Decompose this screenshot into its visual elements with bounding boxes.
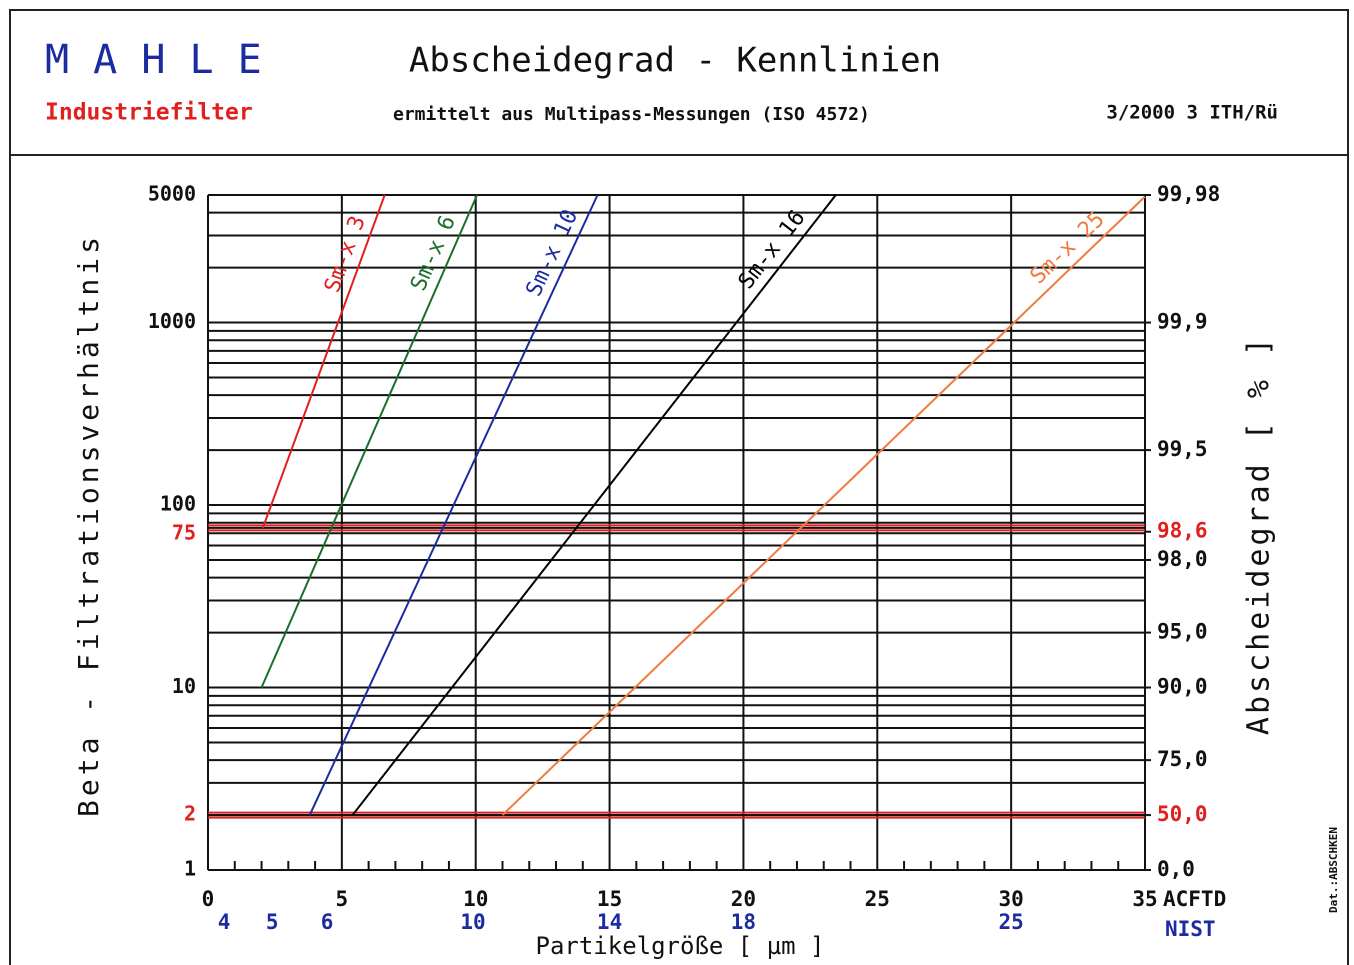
date-ref: 3/2000 3 ITH/Rü — [1106, 102, 1278, 124]
x-tick-label: 30 — [998, 887, 1023, 911]
x-tick-label: 35 — [1132, 887, 1157, 911]
x-tick-label: 20 — [731, 887, 756, 911]
y2-tick-label: 99,5 — [1157, 437, 1208, 461]
y-tick-label: 100 — [160, 492, 196, 516]
x-tick-label: 10 — [463, 887, 488, 911]
y2-tick-label: 98,0 — [1157, 547, 1208, 571]
x-tick-label: 5 — [336, 887, 349, 911]
y2-tick-label: 75,0 — [1157, 747, 1208, 771]
series-line — [308, 194, 599, 816]
x-tick-label: 0 — [202, 887, 215, 911]
chart-subtitle: ermittelt aus Multipass-Messungen (ISO 4… — [393, 104, 870, 125]
x-unit-label: ACFTD — [1163, 887, 1226, 911]
y2-tick-label: 95,0 — [1157, 620, 1208, 644]
y-tick-label: 75 — [172, 520, 196, 544]
frame — [9, 9, 1349, 965]
y-tick-label: 1000 — [148, 309, 196, 333]
y2-tick-label: 50,0 — [1157, 802, 1208, 826]
x2-tick-label: 4 — [218, 910, 231, 934]
x2-tick-label: 14 — [597, 910, 622, 934]
x2-tick-label: 25 — [998, 910, 1023, 934]
x-tick-label: 25 — [865, 887, 890, 911]
y-tick-label: 2 — [184, 802, 196, 826]
y-tick-label: 1 — [184, 857, 196, 881]
series-label: Sm-x 10 — [522, 206, 584, 301]
y2-tick-label: 98,6 — [1157, 519, 1208, 543]
x-tick-label: 15 — [597, 887, 622, 911]
series-label: Sm-x 16 — [734, 206, 811, 295]
series-line — [501, 195, 1146, 816]
y2-tick-label: 99,9 — [1157, 310, 1208, 334]
series-line — [351, 194, 837, 816]
y-axis-label: Beta - Filtrationsverhältnis — [72, 233, 105, 817]
x2-tick-label: 10 — [460, 910, 485, 934]
y2-axis-label: Abscheidegrad [ % ] — [1242, 335, 1277, 735]
series-line — [261, 194, 386, 529]
chart-title: Abscheidegrad - Kennlinien — [409, 41, 941, 81]
y-tick-label: 5000 — [148, 182, 196, 206]
x2-tick-label: 18 — [731, 910, 756, 934]
x2-tick-label: 5 — [266, 910, 279, 934]
x2-unit-label: NIST — [1165, 917, 1216, 941]
brand: M A H L E — [45, 37, 262, 83]
series-label: Sm-x 25 — [1026, 207, 1110, 289]
x-axis-label: Partikelgröße [ µm ] — [536, 932, 825, 960]
y2-tick-label: 90,0 — [1157, 675, 1208, 699]
x2-tick-label: 6 — [321, 910, 334, 934]
series-label: Sm-x 6 — [406, 212, 461, 295]
y2-tick-label: 0,0 — [1157, 857, 1195, 881]
division: Industriefilter — [45, 100, 253, 126]
footer-code: Dat.:ABSCHKEN — [1327, 827, 1340, 913]
y-tick-label: 10 — [172, 674, 196, 698]
y2-tick-label: 99,98 — [1157, 182, 1220, 206]
series-line — [260, 194, 478, 688]
